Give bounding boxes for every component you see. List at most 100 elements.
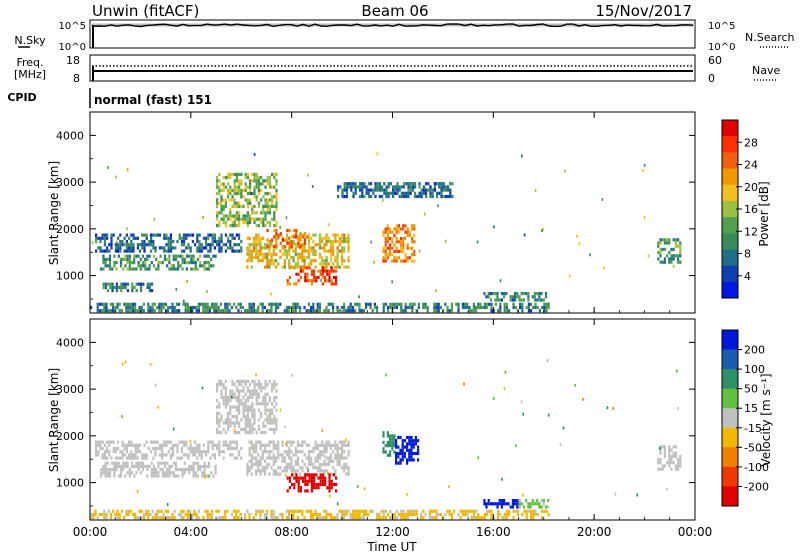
- velocity-cell: [534, 509, 537, 513]
- velocity-cell: [674, 454, 677, 458]
- power-cell: [395, 246, 398, 250]
- time-tick-label: 12:00: [375, 525, 410, 539]
- velocity-cell: [178, 512, 181, 517]
- velocity-cell: [255, 456, 258, 460]
- velocity-cell: [153, 512, 156, 517]
- velocity-cell: [268, 415, 271, 419]
- power-cell: [315, 279, 318, 283]
- velocity-cell: [260, 389, 263, 393]
- velocity-cell: [238, 405, 241, 409]
- power-cell: [358, 305, 361, 310]
- power-cell: [277, 305, 280, 310]
- power-cell: [666, 241, 669, 245]
- velocity-cell: [356, 516, 359, 520]
- velocity-cell: [299, 466, 302, 470]
- power-cell: [202, 305, 205, 310]
- power-cell: [150, 249, 153, 253]
- velocity-cell: [325, 446, 328, 451]
- velocity-cell: [199, 464, 202, 468]
- velocity-cell: [233, 509, 236, 513]
- power-y-tick-label: 4000: [56, 129, 84, 142]
- velocity-cell: [255, 509, 258, 513]
- power-cell: [340, 246, 344, 250]
- velocity-cell: [327, 440, 330, 444]
- power-cell: [186, 305, 189, 310]
- velocity-cell: [180, 512, 183, 517]
- power-cell: [385, 185, 388, 189]
- velocity-cell: [508, 509, 511, 513]
- power-cell: [677, 257, 680, 261]
- power-cell: [147, 302, 150, 306]
- power-cell: [203, 254, 206, 258]
- power-cell: [511, 295, 514, 299]
- velocity-cell: [154, 440, 157, 444]
- power-cell: [405, 182, 408, 186]
- power-cell: [414, 194, 417, 199]
- velocity-cell: [437, 512, 440, 517]
- velocity-cell: [163, 443, 166, 447]
- power-cell: [115, 282, 118, 286]
- power-cell: [128, 257, 131, 261]
- velocity-cell: [321, 469, 324, 473]
- velocity-scatter-point: [492, 397, 495, 400]
- velocity-cell: [395, 458, 398, 462]
- velocity-cell: [249, 408, 252, 412]
- power-cell: [102, 282, 105, 286]
- velocity-cell: [545, 509, 548, 513]
- velocity-cell: [196, 464, 200, 468]
- power-colorbar-tick-label: 8: [744, 248, 751, 261]
- power-cell: [288, 275, 291, 280]
- velocity-cell: [486, 512, 489, 517]
- power-cell: [115, 261, 118, 265]
- power-cell: [130, 267, 134, 271]
- power-cell: [130, 239, 133, 244]
- power-cell: [177, 264, 180, 268]
- time-tick-label: 08:00: [274, 525, 309, 539]
- velocity-cell: [224, 402, 227, 406]
- power-cell: [444, 185, 447, 189]
- power-cell: [268, 241, 271, 245]
- velocity-cell: [255, 392, 258, 396]
- velocity-cell: [356, 512, 359, 517]
- power-scatter-point: [328, 223, 330, 227]
- power-cell: [105, 305, 108, 310]
- velocity-cell: [401, 439, 404, 443]
- velocity-cell: [99, 440, 102, 444]
- velocity-cell: [168, 474, 171, 478]
- power-cell: [224, 220, 227, 224]
- velocity-cell: [321, 476, 324, 480]
- power-cell: [411, 227, 414, 231]
- velocity-cell: [218, 440, 221, 444]
- velocity-cell: [413, 509, 416, 513]
- power-cell: [264, 217, 267, 221]
- power-cell: [398, 302, 401, 306]
- power-cell: [194, 261, 197, 265]
- velocity-cell: [291, 482, 294, 487]
- velocity-cell: [108, 440, 111, 444]
- power-cell: [268, 252, 271, 256]
- power-cell: [172, 239, 175, 244]
- velocity-cell: [336, 443, 339, 447]
- power-cell: [161, 246, 164, 250]
- power-cell: [329, 249, 333, 253]
- power-cell: [262, 211, 265, 215]
- power-cell: [125, 305, 128, 310]
- velocity-cell: [306, 489, 309, 493]
- velocity-cell: [325, 512, 328, 517]
- power-cell: [431, 194, 434, 199]
- power-scatter-point: [435, 289, 437, 293]
- velocity-cell: [677, 464, 680, 468]
- power-cell: [197, 302, 200, 306]
- velocity-cell: [310, 516, 313, 520]
- power-cell: [253, 185, 256, 189]
- velocity-scatter-point: [357, 485, 359, 488]
- freq-unit-label: [MHz]: [14, 68, 46, 81]
- power-cell: [268, 192, 271, 196]
- power-cell: [134, 236, 137, 240]
- velocity-cell: [259, 443, 262, 447]
- power-cell: [152, 246, 155, 250]
- velocity-cell: [663, 451, 666, 455]
- time-tick-label: 00:00: [73, 525, 108, 539]
- velocity-cell: [253, 389, 256, 393]
- velocity-cell: [103, 516, 106, 520]
